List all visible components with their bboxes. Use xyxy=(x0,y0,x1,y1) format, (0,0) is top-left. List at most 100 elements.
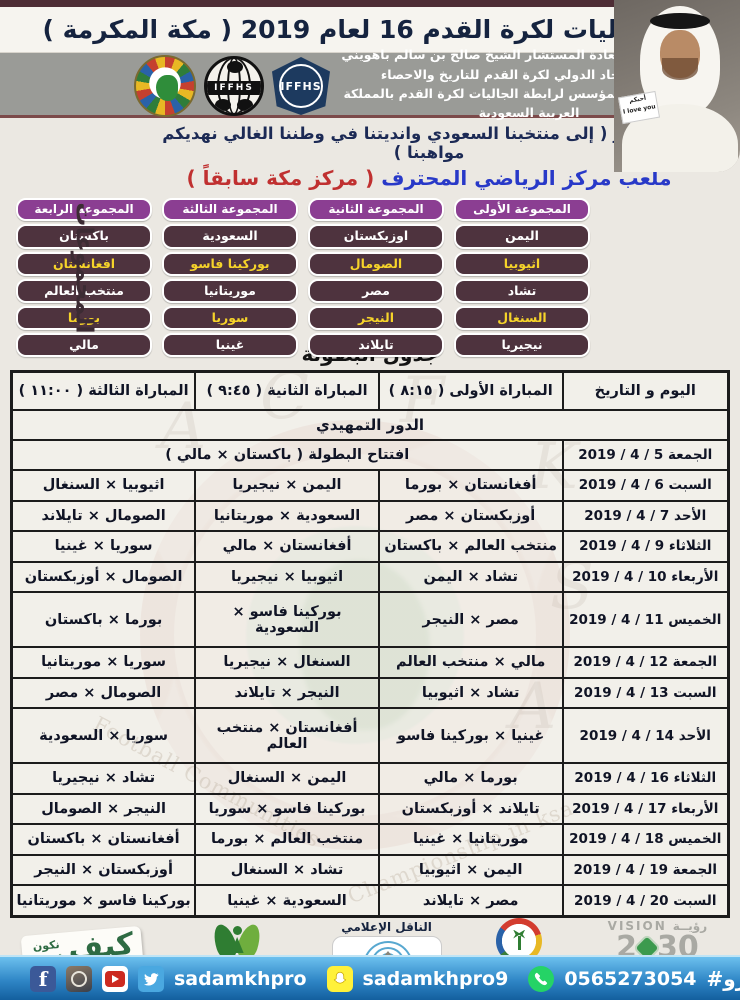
social-bar: f sadamkhpro sadamkhpro9 0565273054 #صدى… xyxy=(0,955,740,1000)
match-date: الخميس 11 / 4 / 2019 xyxy=(561,591,730,649)
twitter-icon[interactable] xyxy=(138,965,164,992)
youtube-icon[interactable] xyxy=(102,965,128,992)
group-title: المجموعة الثانية xyxy=(308,198,444,222)
broadcaster-caption: الناقل الإعلامي xyxy=(341,920,432,934)
vision-word-en: VISION xyxy=(607,918,667,933)
team-pill: افغانستان xyxy=(16,251,152,276)
match-cell: سوريا × السعودية xyxy=(10,707,197,764)
team-pill: مالي xyxy=(16,332,152,358)
match-cell: بورما × مالي xyxy=(377,762,564,795)
match-date: الخميس 18 / 4 / 2019 xyxy=(561,823,730,856)
whatsapp-icon[interactable] xyxy=(528,965,555,992)
slogan-block: تحت شعار ( إلى منتخبنا السعودي وانديتنا … xyxy=(0,118,740,194)
match-cell: أفغانستان × باكستان xyxy=(10,823,197,856)
ball-spot xyxy=(237,99,253,111)
match-date: الثلاثاء 9 / 4 / 2019 xyxy=(561,530,730,563)
match-cell: بوركينا فاسو × موريتانيا xyxy=(10,884,197,918)
team-pill: اوزبكستان xyxy=(308,224,444,249)
venue-line: ملعب مركز الرياضي المحترف ( مركز مكة ساب… xyxy=(132,166,726,190)
team-pill: بورما xyxy=(16,305,152,330)
team-pill: باكستان xyxy=(16,224,152,249)
table-row: السبت 13 / 4 / 2019 تشاد × اثيوبيا النيج… xyxy=(10,676,730,710)
match-cell: أوزبكستان × النيجر xyxy=(10,853,197,887)
match-date: الجمعة 12 / 4 / 2019 xyxy=(561,646,730,679)
iffhs-globe-text: IFFHS xyxy=(207,81,261,95)
group-title: المجموعة الثالثة xyxy=(162,198,298,222)
match-date: الأربعاء 10 / 4 / 2019 xyxy=(561,560,730,594)
table-header-row: اليوم و التاريخ المباراة الأولى ( ٨:١٥ )… xyxy=(10,370,730,411)
schedule-table: اليوم و التاريخ المباراة الأولى ( ٨:١٥ )… xyxy=(10,370,730,918)
match-cell: غينيا × بوركينا فاسو xyxy=(377,707,564,764)
team-pill: مصر xyxy=(308,278,444,303)
opening-row: الجمعة 5 / 4 / 2019 افتتاح البطولة ( باك… xyxy=(10,438,730,471)
table-row: الخميس 18 / 4 / 2019 موريتانيا × غينيا م… xyxy=(10,823,730,856)
hashtag: #صدى_مكة_برو xyxy=(706,966,740,991)
team-pill: نيجيريا xyxy=(454,332,590,358)
match-cell: تشاد × اليمن xyxy=(377,560,564,594)
group-title: المجموعة الأولى xyxy=(454,198,590,222)
match-cell: مالي × منتخب العالم xyxy=(377,646,564,679)
match-cell: تشاد × السنغال xyxy=(194,853,380,887)
snapchat-icon[interactable] xyxy=(326,965,353,992)
match-cell: أوزبكستان × مصر xyxy=(377,499,564,533)
group-columns: المجموعة الأولى اليمن اثيوبيا تشاد السنغ… xyxy=(16,198,590,358)
match-date: السبت 6 / 4 / 2019 xyxy=(561,469,730,502)
iffhs-badge-logo: IFFHS xyxy=(272,57,330,115)
ball-spot xyxy=(227,61,243,73)
group-title: المجموعة الرابعة xyxy=(16,198,152,222)
top-accent-bar xyxy=(0,0,740,7)
social-handle-snapchat[interactable]: sadamkhpro9 xyxy=(362,967,509,990)
match-cell: سوريا × موريتانيا xyxy=(10,646,197,679)
match-cell: مصر × النيجر xyxy=(377,591,564,649)
subtitle-line-2: رئيس الاتحاد الدولي لكرة القدم للتاريخ و… xyxy=(380,66,678,82)
group-column-1: المجموعة الأولى اليمن اثيوبيا تشاد السنغ… xyxy=(454,198,590,358)
match-date: الجمعة 5 / 4 / 2019 xyxy=(561,438,730,471)
match-cell: السعودية × موريتانيا xyxy=(194,499,380,533)
team-pill: اليمن xyxy=(454,224,590,249)
match-cell: موريتانيا × غينيا xyxy=(377,823,564,856)
table-row: الثلاثاء 16 / 4 / 2019 بورما × مالي اليم… xyxy=(10,762,730,795)
table-row: الجمعة 12 / 4 / 2019 مالي × منتخب العالم… xyxy=(10,646,730,679)
venue-former-name: ( مركز مكة سابقاً ) xyxy=(186,166,375,190)
round-label-row: الدور التمهيدي xyxy=(10,408,730,441)
table-row: السبت 20 / 4 / 2019 مصر × تايلاند السعود… xyxy=(10,884,730,918)
match-cell: النيجر × تايلاند xyxy=(194,676,380,710)
instagram-icon[interactable] xyxy=(66,965,92,992)
match-date: الأربعاء 17 / 4 / 2019 xyxy=(561,792,730,825)
iffhs-badge-text: IFFHS xyxy=(279,64,323,108)
match-date: الجمعة 19 / 4 / 2019 xyxy=(561,853,730,887)
table-row: الأربعاء 17 / 4 / 2019 تايلاند × أوزبكست… xyxy=(10,792,730,825)
vision-year-left: 2 xyxy=(616,929,637,965)
table-row: الخميس 11 / 4 / 2019 مصر × النيجر بوركين… xyxy=(10,591,730,649)
social-handle-main[interactable]: sadamkhpro xyxy=(174,967,307,990)
match-date: الأحد 7 / 4 / 2019 xyxy=(561,499,730,533)
match-date: السبت 20 / 4 / 2019 xyxy=(561,884,730,918)
match-cell: الصومال × تايلاند xyxy=(10,499,197,533)
match-cell: بوركينا فاسو × السعودية xyxy=(194,591,380,649)
groups-section: المجموعات المجموعة الأولى اليمن اثيوبيا … xyxy=(0,194,740,358)
table-row: الأربعاء 10 / 4 / 2019 تشاد × اليمن اثيو… xyxy=(10,560,730,594)
table-row: الجمعة 19 / 4 / 2019 اليمن × اثيوبيا تشا… xyxy=(10,853,730,887)
match-cell: تشاد × نيجيريا xyxy=(10,762,197,795)
team-pill: تايلاند xyxy=(308,332,444,358)
palm-tree-icon xyxy=(513,930,525,950)
match-cell: منتخب العالم × بورما xyxy=(194,823,380,856)
saudi-map-shape xyxy=(156,75,178,101)
col-header-match2: المباراة الثانية ( ٩:٤٥ ) xyxy=(194,370,380,411)
acfksa-shield-logo xyxy=(134,55,196,117)
match-cell: الصومال × مصر xyxy=(10,676,197,710)
match-cell: الصومال × أوزبكستان xyxy=(10,560,197,594)
facebook-icon[interactable]: f xyxy=(30,965,56,992)
group-column-2: المجموعة الثانية اوزبكستان الصومال مصر ا… xyxy=(308,198,444,358)
social-phone[interactable]: 0565273054 xyxy=(564,967,697,990)
schedule-table-wrap: A C F K S A Football Communities Champio… xyxy=(10,370,730,918)
match-date: السبت 13 / 4 / 2019 xyxy=(561,676,730,710)
match-cell: أفغانستان × بورما xyxy=(377,469,564,502)
groups-side-label: المجموعات xyxy=(70,202,99,334)
table-row: الأحد 7 / 4 / 2019 أوزبكستان × مصر السعو… xyxy=(10,499,730,533)
team-pill: غينيا xyxy=(162,332,298,358)
match-cell: اثيوبيا × السنغال xyxy=(10,469,197,502)
match-cell: تشاد × اثيوبيا xyxy=(377,676,564,710)
table-row: السبت 6 / 4 / 2019 أفغانستان × بورما الي… xyxy=(10,469,730,502)
